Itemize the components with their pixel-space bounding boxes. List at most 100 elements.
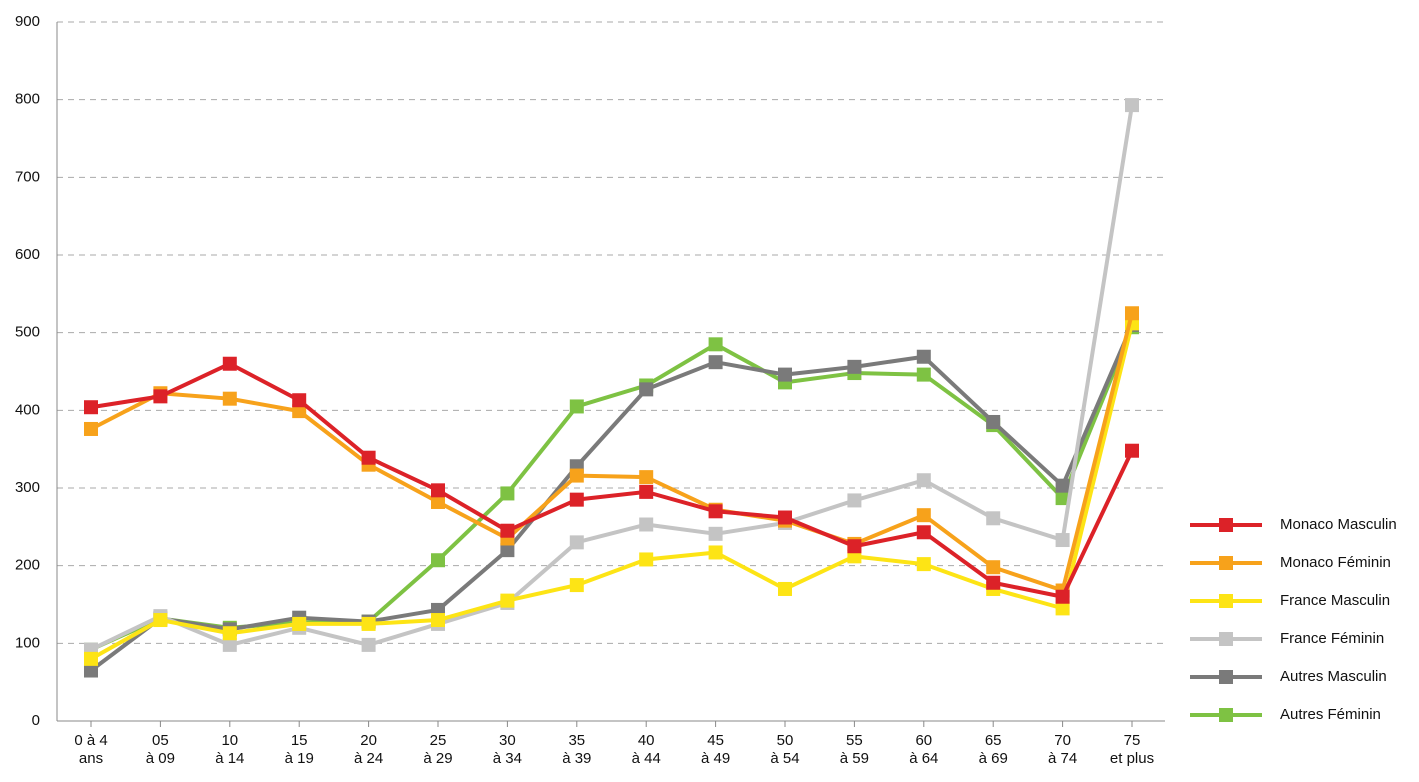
point-marker: [431, 613, 445, 628]
point-marker: [778, 367, 792, 382]
point-marker: [569, 578, 584, 593]
point-marker: [916, 367, 931, 382]
x-tick-label: à 74: [1048, 750, 1077, 767]
point-marker: [431, 494, 445, 509]
point-marker: [1055, 478, 1070, 493]
legend-label: Monaco Féminin: [1280, 554, 1391, 571]
series-line: [90, 104, 1134, 652]
x-tick-label: 10: [221, 732, 238, 749]
legend-marker: [1219, 556, 1233, 570]
legend-label: Autres Masculin: [1280, 668, 1387, 685]
point-marker: [639, 382, 654, 397]
point-marker: [916, 525, 931, 540]
point-marker: [916, 473, 931, 488]
x-tick-label: ans: [79, 750, 103, 767]
x-tick-label: à 49: [701, 750, 730, 767]
point-marker: [361, 637, 376, 652]
point-marker: [84, 651, 98, 666]
y-tick-label: 400: [15, 401, 40, 418]
y-tick-label: 800: [15, 91, 40, 108]
point-marker: [222, 626, 237, 641]
legend-label: Autres Féminin: [1280, 706, 1381, 723]
x-tick-label: à 44: [632, 750, 661, 767]
x-tick-label: 65: [985, 732, 1002, 749]
legend-label: France Masculin: [1280, 592, 1390, 609]
point-marker: [222, 637, 237, 652]
x-tick-label: 45: [707, 732, 724, 749]
point-marker: [847, 539, 862, 554]
point-marker: [986, 575, 1001, 590]
point-marker: [500, 486, 515, 501]
point-marker: [1055, 601, 1070, 616]
point-marker: [431, 553, 445, 568]
point-marker: [500, 593, 515, 608]
x-tick-label: à 19: [285, 750, 314, 767]
x-tick-label: à 64: [909, 750, 938, 767]
x-tick-label: à 14: [215, 750, 244, 767]
point-marker: [1125, 443, 1139, 458]
point-marker: [986, 560, 1001, 575]
point-marker: [1055, 491, 1070, 506]
point-marker: [778, 581, 792, 596]
y-tick-label: 500: [15, 324, 40, 341]
x-tick-label: à 29: [423, 750, 452, 767]
point-marker: [708, 504, 723, 519]
point-marker: [361, 450, 376, 465]
legend-label: France Féminin: [1280, 630, 1384, 647]
x-tick-label: à 69: [979, 750, 1008, 767]
point-marker: [292, 404, 307, 419]
point-marker: [778, 510, 792, 525]
x-tick-label: 30: [499, 732, 516, 749]
x-tick-label: 35: [568, 732, 585, 749]
point-marker: [986, 511, 1001, 526]
point-marker: [1125, 98, 1139, 113]
point-marker: [153, 613, 168, 628]
point-marker: [708, 337, 723, 352]
point-marker: [916, 508, 931, 523]
series-line: [90, 322, 1134, 661]
point-marker: [639, 470, 654, 485]
y-tick-label: 700: [15, 168, 40, 185]
x-tick-label: à 34: [493, 750, 522, 767]
y-tick-label: 0: [32, 712, 40, 729]
x-tick-label: 50: [777, 732, 794, 749]
x-tick-label: 75: [1124, 732, 1141, 749]
y-tick-label: 600: [15, 246, 40, 263]
point-marker: [708, 526, 723, 541]
point-marker: [84, 663, 98, 678]
point-marker: [1125, 306, 1139, 321]
x-tick-label: 40: [638, 732, 655, 749]
point-marker: [84, 400, 98, 415]
point-marker: [916, 557, 931, 572]
legend-marker: [1219, 670, 1233, 684]
legend-marker: [1219, 708, 1233, 722]
point-marker: [569, 535, 584, 550]
point-marker: [153, 389, 168, 404]
y-tick-label: 900: [15, 13, 40, 30]
point-marker: [222, 391, 237, 406]
x-tick-label: 05: [152, 732, 169, 749]
point-marker: [222, 356, 237, 371]
x-tick-label: 20: [360, 732, 377, 749]
point-marker: [361, 616, 376, 631]
x-tick-label: à 24: [354, 750, 383, 767]
x-tick-label: à 39: [562, 750, 591, 767]
point-marker: [916, 349, 931, 364]
x-tick-label: à 09: [146, 750, 175, 767]
point-marker: [569, 399, 584, 414]
point-marker: [1055, 533, 1070, 548]
series-line: [90, 312, 1134, 593]
legend-label: Monaco Masculin: [1280, 516, 1397, 533]
x-tick-label: et plus: [1110, 750, 1154, 767]
x-tick-label: 0 à 4: [74, 732, 107, 749]
y-tick-label: 100: [15, 634, 40, 651]
point-marker: [500, 543, 515, 558]
point-marker: [292, 616, 307, 631]
point-marker: [847, 359, 862, 374]
legend-marker: [1219, 518, 1233, 532]
legend-marker: [1219, 632, 1233, 646]
point-marker: [639, 552, 654, 567]
y-tick-label: 300: [15, 479, 40, 496]
point-marker: [708, 355, 723, 370]
